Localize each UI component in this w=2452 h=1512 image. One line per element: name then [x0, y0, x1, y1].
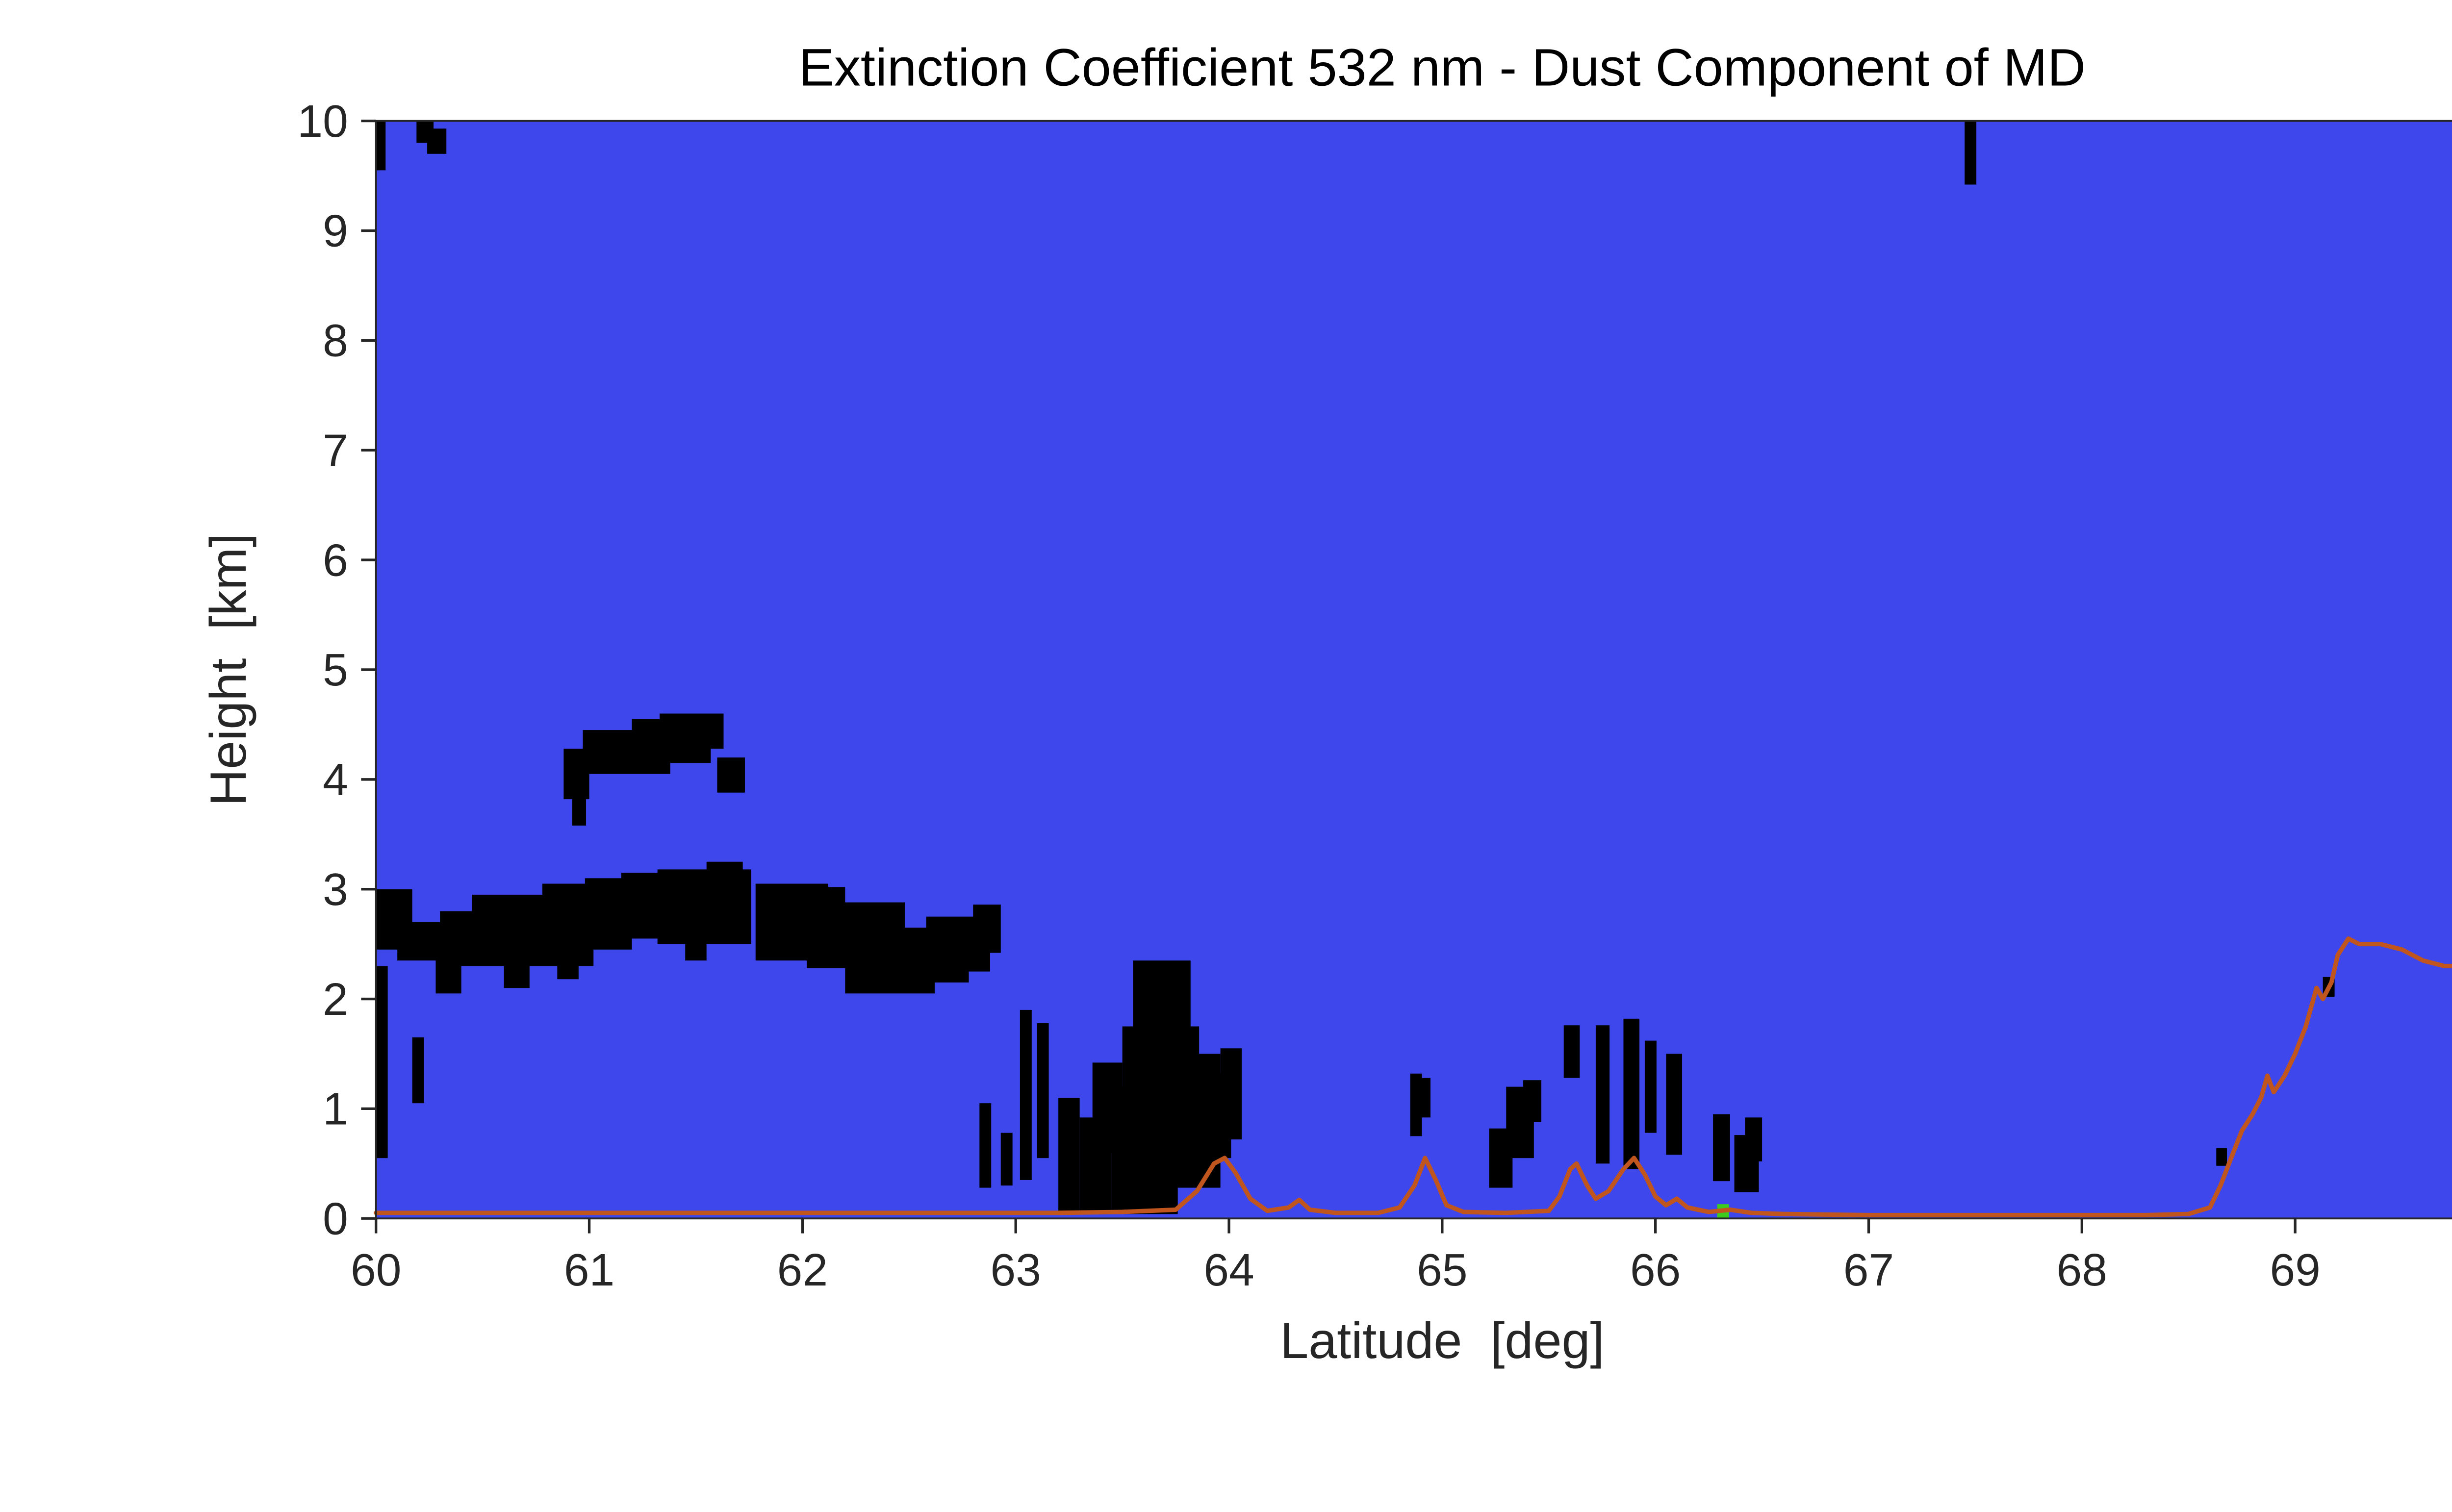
- nan-region: [1595, 1025, 1610, 1164]
- nan-region: [557, 949, 579, 980]
- nan-region: [660, 713, 724, 749]
- x-tick-label: 69: [2270, 1244, 2320, 1295]
- nan-region: [1563, 1025, 1580, 1078]
- nan-region: [1133, 960, 1191, 1043]
- nan-region: [717, 757, 745, 793]
- x-tick-label: 63: [990, 1244, 1041, 1295]
- terrain-layer: [374, 936, 2452, 1217]
- chart-title: Extinction Coefficient 532 nm - Dust Com…: [799, 38, 2086, 97]
- y-tick-label: 2: [323, 974, 348, 1025]
- y-axis-label: Height [km]: [200, 533, 257, 806]
- y-tick-label: 5: [323, 644, 348, 695]
- nan-region: [1419, 1078, 1430, 1118]
- terrain-line: [374, 936, 2452, 1217]
- y-tick-label: 10: [297, 96, 348, 147]
- nan-region: [1666, 1054, 1683, 1155]
- x-tick-label: 68: [2057, 1244, 2107, 1295]
- nan-region: [1020, 1009, 1032, 1180]
- nan-region: [1623, 1018, 1640, 1169]
- nan-region: [412, 1037, 424, 1104]
- nan-region: [376, 966, 388, 1159]
- nan-region: [1000, 1133, 1013, 1186]
- x-axis-label: Latitude [deg]: [1280, 1312, 1604, 1369]
- nan-region: [1713, 1114, 1730, 1182]
- nan-region: [979, 1103, 992, 1188]
- y-tick-label: 7: [323, 425, 348, 476]
- y-tick-label: 1: [323, 1084, 348, 1134]
- axes-layer: 6061626364656667686970012345678910: [297, 96, 2452, 1295]
- nan-region: [376, 121, 386, 171]
- nan-region: [1220, 1048, 1242, 1140]
- x-tick-label: 61: [564, 1244, 614, 1295]
- nan-region: [2216, 1148, 2227, 1166]
- x-tick-label: 60: [351, 1244, 401, 1295]
- nan-region: [427, 128, 447, 154]
- nan-region: [1037, 1023, 1049, 1159]
- nan-region: [973, 905, 1001, 953]
- nan-region: [685, 933, 707, 961]
- nan-region: [572, 788, 587, 826]
- nan-region: [1644, 1040, 1657, 1133]
- heatmap-layer: [376, 121, 2452, 1219]
- x-tick-label: 64: [1203, 1244, 1254, 1295]
- nan-region: [706, 861, 743, 925]
- y-tick-label: 4: [323, 754, 348, 805]
- x-tick-label: 66: [1630, 1244, 1681, 1295]
- y-tick-label: 6: [323, 534, 348, 585]
- y-tick-label: 8: [323, 315, 348, 366]
- nan-region: [1058, 1098, 1080, 1214]
- nan-region: [1745, 1117, 1762, 1161]
- y-tick-label: 0: [323, 1193, 348, 1244]
- y-tick-label: 9: [323, 205, 348, 256]
- nan-region: [1965, 121, 1977, 185]
- x-tick-label: 67: [1843, 1244, 1894, 1295]
- nan-region: [1523, 1080, 1542, 1122]
- x-tick-label: 62: [777, 1244, 828, 1295]
- heatmap-background: [376, 121, 2452, 1219]
- x-tick-label: 65: [1417, 1244, 1467, 1295]
- y-tick-label: 3: [323, 864, 348, 915]
